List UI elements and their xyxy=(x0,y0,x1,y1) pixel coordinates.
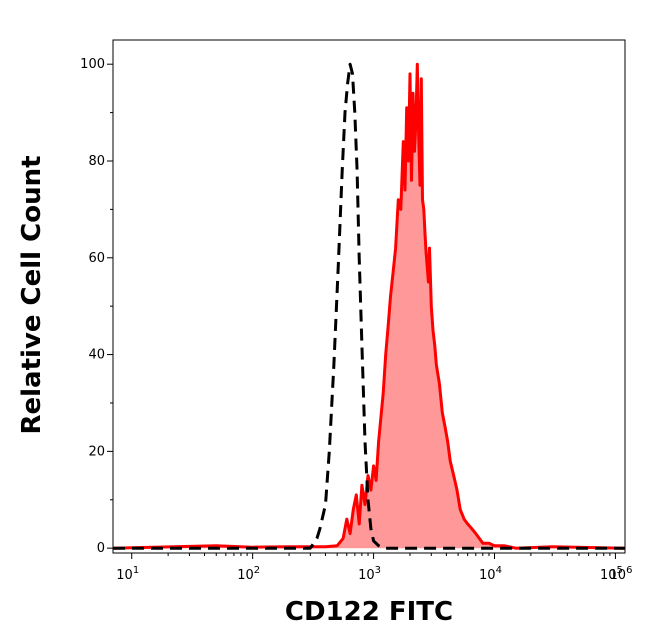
solid-series-line xyxy=(112,62,626,550)
y-tick-label: 100 xyxy=(80,57,105,72)
y-tick-label: 80 xyxy=(88,154,105,169)
x-tick-label: 105 xyxy=(600,565,623,583)
x-tick-label: 106 xyxy=(610,565,633,583)
plot-frame xyxy=(112,39,626,554)
y-tick-label: 40 xyxy=(88,348,105,363)
y-tick-label: 0 xyxy=(97,541,105,556)
y-tick-label: 60 xyxy=(88,251,105,266)
x-tick-label: 104 xyxy=(479,565,502,583)
dashed-series-line xyxy=(113,62,625,550)
x-tick-label: 102 xyxy=(237,565,260,583)
series-layer xyxy=(112,62,626,550)
y-tick-label: 20 xyxy=(88,444,105,459)
x-axis-title: CD122 FITC xyxy=(285,597,453,627)
y-axis-title: Relative Cell Count xyxy=(17,155,47,434)
x-tick-label: 103 xyxy=(358,565,381,583)
x-tick-label: 101 xyxy=(116,565,139,583)
y-axis: 0 20 40 60 80 100 xyxy=(80,57,113,556)
